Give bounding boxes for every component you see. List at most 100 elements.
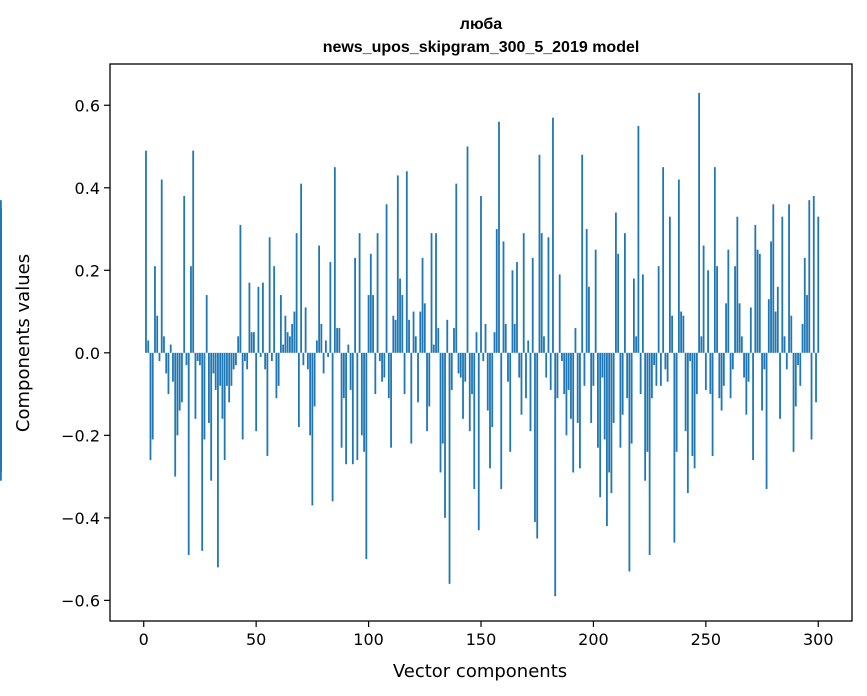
bar	[340, 352, 343, 448]
bar	[235, 352, 237, 366]
bar	[329, 262, 332, 353]
bar	[158, 352, 161, 362]
bar	[230, 352, 233, 386]
bar	[680, 311, 683, 353]
bar	[677, 179, 680, 353]
bar	[731, 352, 734, 370]
bar	[511, 270, 514, 353]
bar	[196, 352, 199, 362]
bar	[520, 352, 523, 415]
bar	[502, 241, 505, 353]
bar	[167, 352, 170, 395]
bar	[608, 352, 611, 473]
bar	[300, 183, 303, 353]
bar	[194, 352, 197, 419]
bar	[351, 352, 354, 465]
bar	[682, 315, 685, 353]
bar	[736, 216, 739, 353]
y-tick-label: −0.6	[61, 591, 100, 610]
bar	[691, 352, 694, 456]
bar	[543, 336, 545, 353]
bar	[675, 352, 678, 452]
bar	[275, 352, 278, 399]
bar	[313, 352, 316, 407]
bar	[293, 311, 296, 353]
chart-title: люба	[460, 16, 503, 33]
bar	[255, 352, 258, 432]
bar	[747, 352, 750, 382]
bar	[208, 352, 210, 423]
bar	[217, 352, 219, 568]
bar	[606, 352, 608, 527]
bar	[650, 352, 653, 399]
bar	[172, 352, 174, 382]
bar	[729, 352, 732, 399]
bar	[556, 352, 559, 399]
bar	[716, 266, 718, 353]
bar	[754, 224, 757, 353]
bar	[239, 224, 242, 353]
bar	[711, 352, 714, 456]
x-tick-label: 150	[466, 630, 497, 649]
bar	[394, 319, 397, 353]
bar	[785, 352, 788, 370]
bar	[473, 352, 476, 489]
bar	[765, 352, 768, 489]
bar	[347, 344, 350, 353]
bar	[776, 286, 779, 353]
bar	[178, 352, 181, 411]
bar	[315, 340, 318, 353]
bar	[709, 352, 712, 395]
bar	[426, 352, 428, 432]
bar	[342, 352, 345, 399]
bar	[223, 352, 226, 461]
bar	[628, 352, 631, 572]
bar	[549, 352, 552, 390]
bar	[799, 352, 802, 386]
bar	[392, 315, 395, 353]
bar	[698, 92, 700, 353]
bar	[527, 340, 530, 353]
bar	[428, 352, 431, 407]
bar	[641, 274, 644, 353]
bar	[410, 352, 413, 444]
bar	[617, 253, 620, 353]
bar	[713, 167, 716, 353]
bar	[590, 352, 593, 423]
bar	[570, 352, 572, 419]
bar	[268, 237, 271, 353]
bar	[700, 336, 703, 353]
bar	[763, 352, 766, 370]
bar	[666, 352, 669, 382]
bar	[165, 352, 168, 374]
bar	[668, 216, 671, 353]
bar	[812, 196, 815, 353]
bar	[297, 352, 300, 428]
bar	[257, 286, 260, 353]
bar	[405, 171, 408, 353]
bar	[385, 204, 388, 353]
bar	[203, 352, 206, 440]
bar	[772, 204, 775, 353]
bar	[381, 352, 383, 382]
y-axis-label: Components values	[13, 254, 34, 432]
bar	[518, 352, 521, 378]
bar	[320, 323, 323, 353]
y-tick-label: 0.2	[75, 261, 100, 280]
bar	[567, 352, 570, 390]
bar	[174, 352, 177, 477]
bar	[399, 278, 401, 353]
bar	[788, 204, 790, 353]
bar	[563, 352, 566, 395]
bar	[360, 352, 363, 436]
bar	[722, 352, 725, 386]
bar	[655, 352, 658, 386]
y-tick-label: 0.4	[75, 179, 100, 198]
bar	[401, 295, 404, 353]
x-axis-ticks: 0 50 100 150 200 250 300	[139, 621, 834, 649]
bar	[244, 352, 246, 362]
bar	[491, 352, 494, 428]
bar	[702, 245, 705, 353]
bar	[781, 216, 784, 353]
